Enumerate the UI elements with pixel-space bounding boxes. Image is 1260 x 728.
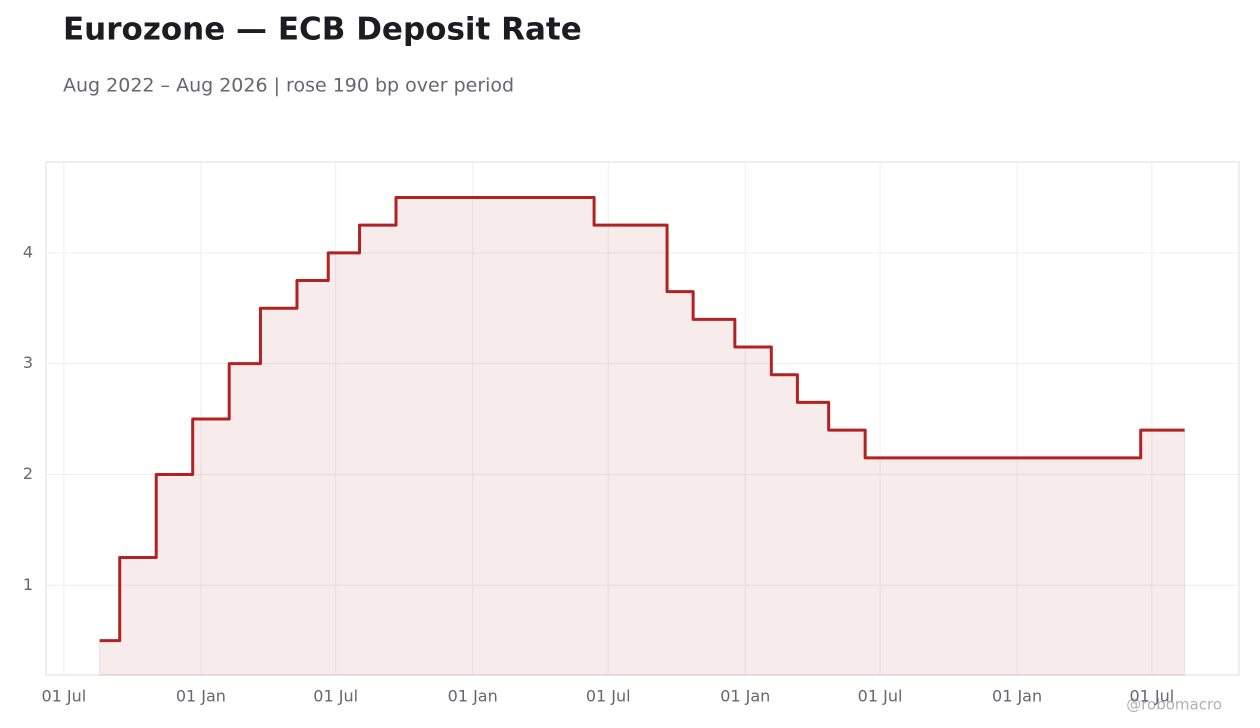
area — [99, 196, 1186, 676]
watermark: @robomacro — [1126, 696, 1222, 714]
x-tick-label: 01 Jul — [858, 687, 903, 706]
chart-title: Eurozone — ECB Deposit Rate — [63, 12, 582, 48]
line — [99, 195, 1185, 643]
x-tick-label: 01 Jan — [176, 687, 226, 706]
y-tick-label: 3 — [23, 353, 33, 372]
chart-subtitle: Aug 2022 – Aug 2026 | rose 190 bp over p… — [63, 75, 514, 97]
y-tick-label: 4 — [23, 242, 33, 261]
plot — [99, 195, 1186, 676]
x-tick-label: 01 Jul — [313, 687, 358, 706]
x-tick-label: 01 Jul — [1129, 687, 1174, 706]
x-tick-label: 01 Jan — [720, 687, 770, 706]
x-tick-label: 01 Jan — [448, 687, 498, 706]
y-tick-label: 1 — [23, 575, 33, 594]
y-tick-label: 2 — [23, 464, 33, 483]
x-tick-label: 01 Jul — [586, 687, 631, 706]
grid — [46, 162, 1239, 675]
x-tick-label: 01 Jul — [41, 687, 86, 706]
plot-frame — [45, 161, 1240, 676]
x-tick-label: 01 Jan — [992, 687, 1042, 706]
